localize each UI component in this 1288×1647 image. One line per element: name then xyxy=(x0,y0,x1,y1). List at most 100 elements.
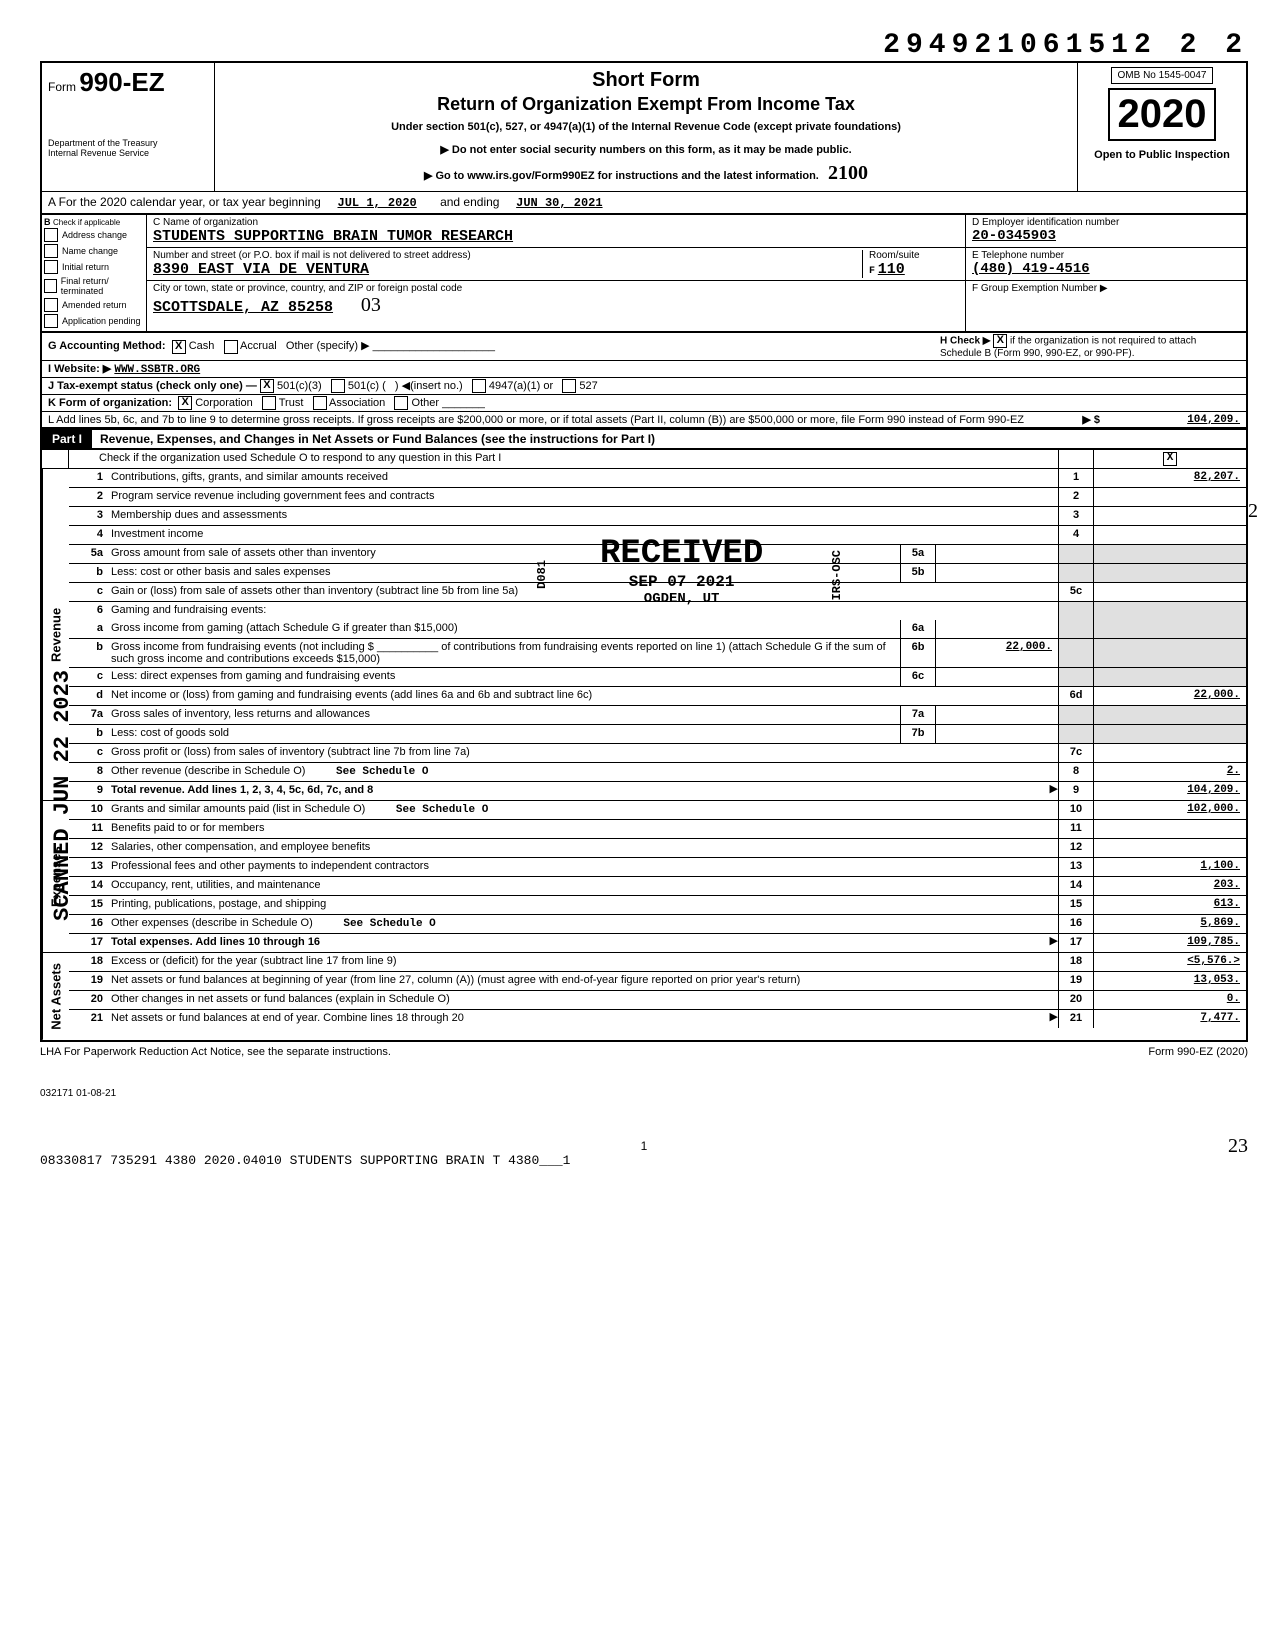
short-form-title: Short Form xyxy=(225,69,1067,92)
foot-line: 08330817 735291 4380 2020.04010 STUDENTS… xyxy=(40,1153,1248,1168)
ssn-warning: ▶ Do not enter social security numbers o… xyxy=(225,143,1067,156)
form-header: Form 990-EZ Department of the Treasury I… xyxy=(40,61,1248,191)
line-6b: bGross income from fundraising events (n… xyxy=(69,639,1246,668)
line-j: J Tax-exempt status (check only one) — X… xyxy=(40,378,1248,395)
line-7c: cGross profit or (loss) from sales of in… xyxy=(69,744,1246,763)
line-4: 4Investment income4 xyxy=(69,526,1246,545)
line-19-amount: 13,053. xyxy=(1093,972,1246,990)
gross-receipts: 104,209. xyxy=(1100,414,1240,426)
expenses-label: Expenses xyxy=(42,801,69,952)
line-g-h: G Accounting Method: X Cash Accrual Othe… xyxy=(40,333,1248,361)
tax-year-begin: JUL 1, 2020 xyxy=(338,196,417,210)
goto-instructions: ▶ Go to www.irs.gov/Form990EZ for instru… xyxy=(225,162,1067,185)
line-6b-amount: 22,000. xyxy=(935,639,1058,667)
revenue-label: Revenue xyxy=(42,469,69,800)
form-foot: Form 990-EZ (2020) xyxy=(1148,1046,1248,1058)
street-address: 8390 EAST VIA DE VENTURA xyxy=(153,261,862,278)
name-label: C Name of organization xyxy=(153,217,959,228)
group-exemption-label: F Group Exemption Number ▶ xyxy=(972,283,1240,294)
irs-label: Internal Revenue Service xyxy=(48,148,208,158)
ein-label: D Employer identification number xyxy=(972,217,1240,228)
part1-check-row: Check if the organization used Schedule … xyxy=(42,450,1246,469)
handwritten-03: 03 xyxy=(361,294,381,316)
line-21-amount: 7,477. xyxy=(1093,1010,1246,1028)
line-11: 11Benefits paid to or for members11 xyxy=(69,820,1246,839)
line-14-amount: 203. xyxy=(1093,877,1246,895)
line-16-amount: 5,869. xyxy=(1093,915,1246,933)
part-1-header: Part I Revenue, Expenses, and Changes in… xyxy=(40,429,1248,450)
page-number: 1 xyxy=(40,1139,1248,1153)
line-16: 16Other expenses (describe in Schedule O… xyxy=(69,915,1246,934)
check-name-change: Name change xyxy=(62,246,118,256)
org-name: STUDENTS SUPPORTING BRAIN TUMOR RESEARCH xyxy=(153,228,959,245)
check-final-return: Final return/ terminated xyxy=(61,276,144,296)
line-7a: 7aGross sales of inventory, less returns… xyxy=(69,706,1246,725)
city-label: City or town, state or province, country… xyxy=(153,283,959,294)
line-5a: 5aGross amount from sale of assets other… xyxy=(69,545,1246,564)
line-7b: bLess: cost of goods sold7b xyxy=(69,725,1246,744)
line-13-amount: 1,100. xyxy=(1093,858,1246,876)
line-9-amount: 104,209. xyxy=(1093,782,1246,800)
entity-block: B Check if applicable Address change Nam… xyxy=(40,215,1248,333)
footer-row: LHA For Paperwork Reduction Act Notice, … xyxy=(40,1042,1248,1058)
line-6: 6Gaming and fundraising events: xyxy=(69,602,1246,620)
room-suite: 110 xyxy=(878,261,905,278)
line-5c: cGain or (loss) from sale of assets othe… xyxy=(69,583,1246,602)
line-6d: dNet income or (loss) from gaming and fu… xyxy=(69,687,1246,706)
tax-year: 2020 xyxy=(1108,88,1217,141)
form-number: Form 990-EZ xyxy=(48,67,208,98)
lha-notice: LHA For Paperwork Reduction Act Notice, … xyxy=(40,1046,391,1058)
line-6a: aGross income from gaming (attach Schedu… xyxy=(69,620,1246,639)
room-label: Room/suite xyxy=(869,250,959,261)
line-10: 10Grants and similar amounts paid (list … xyxy=(69,801,1246,820)
line-18-amount: <5,576.> xyxy=(1093,953,1246,971)
line-21: 21Net assets or fund balances at end of … xyxy=(69,1010,1246,1028)
line-12: 12Salaries, other compensation, and empl… xyxy=(69,839,1246,858)
check-amended-return: Amended return xyxy=(62,300,127,310)
handwritten-margin-2: 2 xyxy=(1248,500,1258,523)
line-10-amount: 102,000. xyxy=(1093,801,1246,819)
check-initial-return: Initial return xyxy=(62,262,109,272)
phone: (480) 419-4516 xyxy=(972,261,1240,277)
net-assets-label: Net Assets xyxy=(42,953,69,1040)
subtitle: Under section 501(c), 527, or 4947(a)(1)… xyxy=(225,121,1067,133)
handwritten-2100: 2100 xyxy=(828,162,868,184)
line-8-amount: 2. xyxy=(1093,763,1246,781)
line-2: 2Program service revenue including gover… xyxy=(69,488,1246,507)
line-1-amount: 82,207. xyxy=(1093,469,1246,487)
dln-number: 294921061512 2 2 xyxy=(40,30,1248,61)
line-9: 9Total revenue. Add lines 1, 2, 3, 4, 5c… xyxy=(69,782,1246,800)
line-20: 20Other changes in net assets or fund ba… xyxy=(69,991,1246,1010)
city-state-zip: SCOTTSDALE, AZ 85258 xyxy=(153,299,333,316)
tax-year-row: A For the 2020 calendar year, or tax yea… xyxy=(40,191,1248,215)
line-17-amount: 109,785. xyxy=(1093,934,1246,952)
line-l: L Add lines 5b, 6c, and 7b to line 9 to … xyxy=(40,412,1248,429)
line-5b: bLess: cost or other basis and sales exp… xyxy=(69,564,1246,583)
line-3: 3Membership dues and assessments3 xyxy=(69,507,1246,526)
website: WWW.SSBTR.ORG xyxy=(114,364,200,376)
tax-year-end: JUN 30, 2021 xyxy=(516,196,602,210)
line-18: 18Excess or (deficit) for the year (subt… xyxy=(69,953,1246,972)
line-15-amount: 613. xyxy=(1093,896,1246,914)
line-19: 19Net assets or fund balances at beginni… xyxy=(69,972,1246,991)
check-application-pending: Application pending xyxy=(62,316,141,326)
line-17: 17Total expenses. Add lines 10 through 1… xyxy=(69,934,1246,952)
line-13: 13Professional fees and other payments t… xyxy=(69,858,1246,877)
dept-treasury: Department of the Treasury xyxy=(48,138,208,148)
line-k: K Form of organization: X Corporation Tr… xyxy=(40,395,1248,412)
line-14: 14Occupancy, rent, utilities, and mainte… xyxy=(69,877,1246,896)
omb-number: OMB No 1545-0047 xyxy=(1111,67,1214,84)
return-title: Return of Organization Exempt From Incom… xyxy=(225,94,1067,115)
check-address-change: Address change xyxy=(62,230,127,240)
line-20-amount: 0. xyxy=(1093,991,1246,1009)
phone-label: E Telephone number xyxy=(972,250,1240,261)
line-15: 15Printing, publications, postage, and s… xyxy=(69,896,1246,915)
open-public: Open to Public Inspection xyxy=(1082,149,1242,161)
street-label: Number and street (or P.O. box if mail i… xyxy=(153,250,862,261)
ein: 20-0345903 xyxy=(972,228,1240,244)
line-6c: cLess: direct expenses from gaming and f… xyxy=(69,668,1246,687)
foot-code: 032171 01-08-21 xyxy=(40,1088,1248,1099)
line-i: I Website: ▶ WWW.SSBTR.ORG xyxy=(40,361,1248,378)
line-6d-amount: 22,000. xyxy=(1093,687,1246,705)
handwritten-23: 23 xyxy=(1228,1135,1248,1158)
